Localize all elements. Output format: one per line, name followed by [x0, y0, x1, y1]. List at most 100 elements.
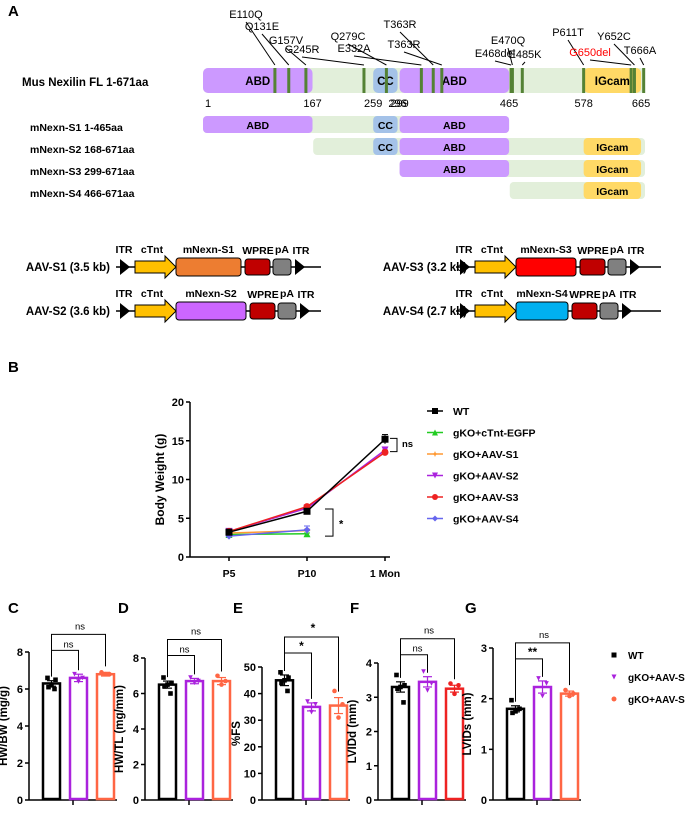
construct-domain-label: ABD — [443, 164, 466, 176]
wpre-label: WPRE — [242, 245, 274, 257]
bar-chart-g: 0 1 2 3 LVIDs (mm) **ns WT gKO+AAV-S2 gKO+AAV-S3 — [462, 630, 685, 807]
mutation-leader-line — [494, 60, 512, 66]
bar — [274, 679, 295, 801]
y-tick-label: 4 — [366, 658, 373, 670]
construct-domain-label: ABD — [443, 142, 466, 154]
data-point — [80, 675, 85, 681]
x-tick-label: P10 — [298, 568, 317, 580]
pa-label: pA — [275, 244, 289, 256]
data-point — [49, 683, 54, 688]
ctnt-promoter-arrow — [134, 298, 177, 324]
ctnt-promoter-arrow — [134, 254, 177, 280]
domain-label: ABD — [245, 76, 270, 88]
data-point — [188, 675, 193, 680]
y-tick-label: 20 — [172, 397, 184, 409]
y-tick-label: 3 — [481, 643, 487, 655]
legend-label: gKO+AAV-S2 — [628, 673, 685, 684]
vector-label: AAV-S2 (3.6 kb) — [26, 306, 110, 318]
y-tick-label: 0 — [250, 795, 256, 807]
data-point — [421, 669, 426, 674]
ctnt-label: cTnt — [141, 244, 164, 256]
ctnt-promoter-arrow — [474, 298, 517, 324]
panel-letter-d: D — [118, 600, 129, 617]
data-point — [381, 435, 389, 443]
mutation-marker — [629, 68, 633, 93]
pa-label: pA — [280, 288, 294, 300]
itr-label: ITR — [293, 245, 310, 257]
mutation-marker — [419, 68, 423, 93]
domain-abd — [203, 68, 313, 93]
y-tick-label: 3 — [366, 692, 372, 704]
data-point — [303, 507, 311, 515]
data-point — [401, 700, 406, 705]
construct-domain-cc — [373, 116, 398, 133]
mutation-leader-line — [613, 43, 635, 66]
mutation-leader-line — [347, 43, 387, 66]
data-point — [509, 697, 514, 703]
domain-abd — [399, 68, 510, 93]
y-tick-label: 15 — [172, 436, 184, 448]
mutation-label: E110Q — [229, 9, 263, 21]
construct-label: mNexn-S1 1-465aa — [30, 122, 123, 134]
y-tick-label: 8 — [133, 653, 139, 665]
data-point — [313, 701, 318, 707]
vector-label: AAV-S3 (3.2 kb) — [383, 262, 467, 274]
pa-box — [272, 258, 292, 276]
y-tick-label: 2 — [133, 760, 139, 772]
pa-box — [599, 302, 619, 320]
aav-vector-maps: AAV-S1 (3.5 kb)ITR cTnt mNexn-S1 WPRE pA ITRA… — [26, 244, 661, 324]
wpre-box — [571, 302, 598, 320]
mutation-leader-line — [301, 56, 365, 66]
data-point — [336, 715, 341, 720]
legend-marker — [611, 696, 617, 702]
data-point — [219, 682, 224, 687]
itr-right-icon — [622, 303, 632, 319]
data-point — [517, 706, 522, 712]
data-point — [103, 671, 108, 677]
bar — [505, 707, 526, 801]
panel-letter-f: F — [350, 600, 359, 617]
data-point — [544, 681, 549, 686]
y-axis-label: HW/BW (mg/g) — [0, 686, 10, 766]
mutation-leader-line — [521, 61, 526, 66]
significance-label: * — [299, 639, 304, 653]
mutation-leader-line — [285, 47, 307, 66]
mutation-leader-line — [589, 59, 632, 66]
legend-label: WT — [628, 651, 644, 662]
legend-label: gKO+AAV-S3 — [453, 492, 519, 504]
ctnt-label: cTnt — [481, 288, 504, 300]
itr-label: ITR — [456, 288, 473, 300]
domain-label: ABD — [442, 76, 467, 88]
bar — [95, 672, 116, 801]
legend-marker — [432, 494, 438, 500]
data-point — [286, 675, 291, 680]
legend-label: gKO+AAV-S3 — [628, 695, 685, 706]
construct-label: mNexn-S4 466-671aa — [30, 188, 135, 200]
significance-label: ns — [179, 645, 189, 656]
ctnt-promoter-arrow — [474, 254, 517, 280]
position-tick: 296 — [388, 98, 406, 110]
position-tick: 578 — [574, 98, 592, 110]
legend-label: WT — [453, 406, 470, 418]
y-tick-label: 2 — [366, 727, 372, 739]
data-point — [332, 688, 337, 694]
panel-letter-e: E — [233, 600, 243, 617]
mutation-marker — [362, 68, 366, 93]
construct-domain-label: ABD — [443, 120, 466, 132]
significance-label: * — [311, 621, 316, 635]
construct-domain-igcam — [583, 182, 642, 199]
bar — [211, 679, 232, 801]
data-point — [303, 526, 311, 534]
construct-label: mNexn-S2 168-671aa — [30, 144, 135, 156]
legend-marker — [611, 652, 617, 658]
y-tick-label: 20 — [244, 742, 256, 754]
series-line — [228, 449, 386, 533]
y-tick-label: 6 — [17, 684, 23, 696]
legend-label: gKO+AAV-S4 — [453, 514, 519, 526]
data-point — [309, 709, 314, 715]
mutation-leader-line — [507, 47, 513, 66]
mutation-label: G245R — [285, 44, 320, 56]
data-point — [425, 688, 430, 693]
significance-bracket — [515, 642, 570, 686]
